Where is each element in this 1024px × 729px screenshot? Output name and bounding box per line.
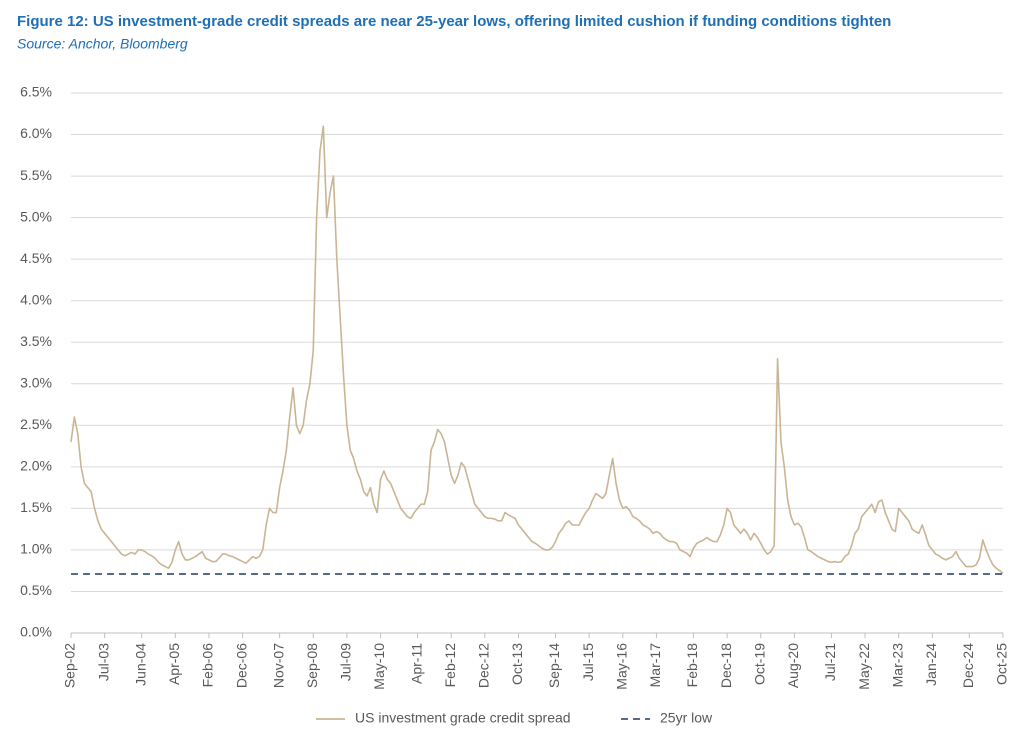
x-tick-label: Nov-07 xyxy=(270,643,286,688)
x-tick-label: Jul-09 xyxy=(338,643,354,681)
y-tick-label: 5.0% xyxy=(20,208,52,224)
x-tick-label: Dec-06 xyxy=(233,643,249,688)
y-tick-label: 1.5% xyxy=(20,499,52,515)
chart-title: Figure 12: US investment-grade credit sp… xyxy=(17,13,891,30)
x-tick-label: Oct-25 xyxy=(994,643,1010,685)
y-tick-label: 4.5% xyxy=(20,250,52,266)
y-tick-label: 2.5% xyxy=(20,416,52,432)
x-tick-label: Feb-12 xyxy=(442,643,458,688)
x-tick-label: Sep-02 xyxy=(62,643,78,688)
y-tick-label: 3.5% xyxy=(20,333,52,349)
x-tick-label: May-22 xyxy=(856,643,872,690)
x-tick-label: Jun-04 xyxy=(132,643,148,686)
x-tick-label: Jul-15 xyxy=(580,643,596,681)
x-tick-label: Aug-20 xyxy=(785,643,801,688)
x-tick-label: Jul-03 xyxy=(95,643,111,681)
x-tick-label: Apr-05 xyxy=(166,643,182,685)
x-tick-label: Dec-12 xyxy=(476,643,492,688)
y-tick-label: 4.0% xyxy=(20,291,52,307)
x-tick-label: Feb-18 xyxy=(684,643,700,688)
y-tick-label: 2.0% xyxy=(20,458,52,474)
x-tick-label: Dec-24 xyxy=(960,643,976,688)
chart-subtitle: Source: Anchor, Bloomberg xyxy=(17,36,188,52)
x-tick-label: Mar-17 xyxy=(647,643,663,688)
x-tick-label: Sep-14 xyxy=(546,643,562,688)
data-line xyxy=(70,125,1004,574)
y-tick-label: 0.0% xyxy=(20,624,52,640)
x-tick-label: Apr-11 xyxy=(408,643,424,684)
y-tick-label: 5.5% xyxy=(20,167,52,183)
legend-label: US investment grade credit spread xyxy=(355,710,571,726)
y-tick-label: 3.0% xyxy=(20,374,52,390)
legend-label: 25yr low xyxy=(660,710,713,726)
x-tick-label: Mar-23 xyxy=(889,643,905,688)
x-tick-label: Sep-08 xyxy=(304,643,320,688)
x-tick-label: Jan-24 xyxy=(923,643,939,686)
x-tick-label: Oct-19 xyxy=(751,643,767,685)
x-tick-label: Dec-18 xyxy=(718,643,734,688)
x-tick-label: May-10 xyxy=(371,643,387,690)
x-tick-label: May-16 xyxy=(614,643,630,690)
y-tick-label: 1.0% xyxy=(20,541,52,557)
y-tick-label: 0.5% xyxy=(20,582,52,598)
y-tick-label: 6.0% xyxy=(20,125,52,141)
x-tick-label: Feb-06 xyxy=(200,643,216,688)
x-tick-label: Jul-21 xyxy=(822,643,838,681)
y-tick-label: 6.5% xyxy=(20,84,52,100)
x-tick-label: Oct-13 xyxy=(509,643,525,685)
